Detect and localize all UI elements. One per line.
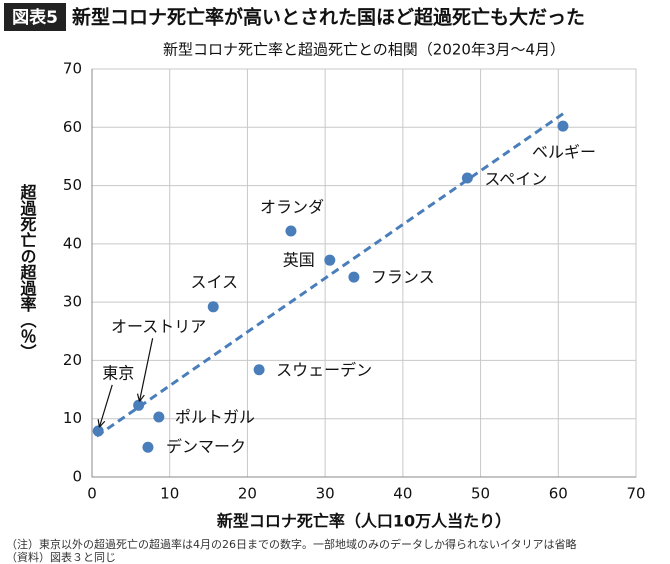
point — [142, 441, 154, 453]
point-label: 英国 — [283, 251, 315, 270]
point — [92, 425, 104, 437]
trendline — [95, 112, 565, 438]
plot-area — [91, 68, 637, 478]
y-tick-label: 70 — [63, 60, 82, 78]
x-tick-label: 20 — [238, 485, 257, 503]
point — [324, 254, 336, 266]
x-tick-label: 70 — [626, 485, 645, 503]
x-axis-title: 新型コロナ死亡率（人口10万人当たり） — [217, 512, 511, 531]
point-label: ベルギー — [532, 143, 596, 162]
badge-box — [4, 3, 66, 31]
y-tick-label: 60 — [63, 118, 82, 136]
y-tick-label: 20 — [63, 351, 82, 369]
point-label: スイス — [190, 272, 238, 291]
y-tick-label: 0 — [72, 468, 82, 486]
arrow-head — [97, 419, 106, 428]
arrow — [98, 384, 113, 428]
x-tick-label: 0 — [87, 485, 97, 503]
x-tick-label: 40 — [393, 485, 412, 503]
point-label: スペイン — [484, 169, 547, 188]
y-tick-label: 30 — [63, 293, 82, 311]
point-label: デンマーク — [166, 437, 246, 456]
y-tick-label: 10 — [63, 409, 82, 427]
y-axis-title: 超過死亡の超過率（％） — [18, 183, 38, 360]
chart-title: 新型コロナ死亡率が高いとされた国ほど超過死亡も大だった — [72, 6, 585, 29]
x-tick-label: 10 — [160, 485, 179, 503]
x-tick-label: 50 — [471, 485, 490, 503]
point-label: 東京 — [102, 363, 134, 382]
y-tick-label: 40 — [63, 234, 82, 252]
point — [253, 364, 265, 376]
x-tick-label: 60 — [549, 485, 568, 503]
point — [348, 271, 360, 283]
note: （注）東京以外の超過死亡の超過率は4月の26日までの数字。一部地域のみのデータし… — [6, 537, 577, 551]
badge: 図表5 — [12, 7, 58, 28]
point-label: ポルトガル — [175, 407, 255, 426]
point — [207, 301, 219, 313]
point — [557, 120, 569, 132]
arrow-head — [136, 393, 145, 402]
arrow — [138, 338, 154, 402]
point-label: スウェーデン — [276, 360, 372, 379]
point-label: オランダ — [260, 198, 324, 217]
point-label: フランス — [371, 268, 435, 287]
point — [285, 225, 297, 237]
point-label: オーストリア — [111, 317, 206, 336]
y-tick-label: 50 — [63, 176, 82, 194]
note: （資料）図表３と同じ — [6, 550, 116, 564]
point — [133, 399, 145, 411]
subtitle: 新型コロナ死亡率と超過死亡との相関（2020年3月～4月） — [163, 41, 565, 59]
point — [153, 411, 165, 423]
x-tick-label: 30 — [316, 485, 335, 503]
point — [461, 172, 473, 184]
